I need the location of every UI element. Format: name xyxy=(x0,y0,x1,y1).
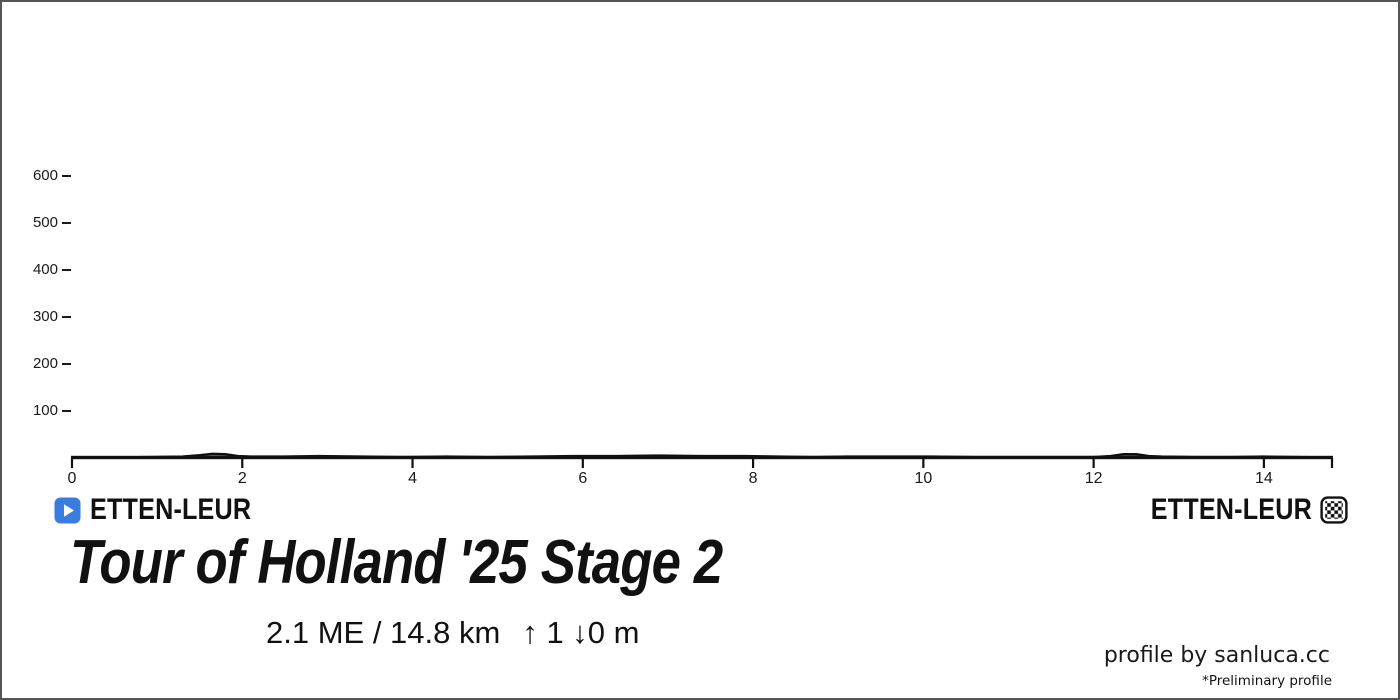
stage-title: Tour of Holland '25 Stage 2 xyxy=(70,528,723,597)
y-axis-tick-label: 400 xyxy=(32,261,58,278)
climb-stat: ↑ 1 ↓0 m xyxy=(522,615,640,650)
y-axis-tick-mark xyxy=(62,268,71,272)
play-icon xyxy=(54,497,81,523)
profile-area xyxy=(72,453,1332,458)
y-axis-tick-label: 600 xyxy=(32,167,58,184)
x-axis-tick-mark xyxy=(1092,458,1095,468)
profile-line xyxy=(72,452,1333,459)
y-axis-tick-label: 500 xyxy=(32,214,58,231)
x-axis-tick-label: 12 xyxy=(1084,470,1103,487)
x-axis-tick-mark xyxy=(922,458,925,468)
x-axis-tick-label: 2 xyxy=(237,470,247,487)
start-location: ETTEN-LEUR xyxy=(54,493,282,526)
checkered-flag-icon xyxy=(1320,496,1348,524)
y-axis-tick-label: 200 xyxy=(32,355,58,372)
y-axis-tick-mark xyxy=(62,174,71,178)
stage-stats: 2.1 ME / 14.8 km ↑ 1 ↓0 m xyxy=(266,614,639,652)
y-axis-tick-mark xyxy=(62,315,71,319)
x-axis-tick-mark xyxy=(241,458,244,468)
x-axis-tick-label: 14 xyxy=(1254,470,1273,487)
x-axis-tick-label: 6 xyxy=(578,470,588,487)
y-axis-tick-mark xyxy=(62,362,71,366)
y-axis-tick-mark xyxy=(62,221,71,225)
y-axis-tick-label: 300 xyxy=(32,308,58,325)
x-axis-tick-mark xyxy=(411,458,414,468)
preliminary-note: *Preliminary profile xyxy=(1202,673,1332,689)
x-axis-tick-label: 10 xyxy=(914,470,933,487)
x-axis-tick-label: 8 xyxy=(748,470,758,487)
x-axis-tick-label: 0 xyxy=(67,470,77,487)
x-axis-line xyxy=(71,455,1333,460)
finish-label: ETTEN-LEUR xyxy=(1150,493,1312,526)
x-axis-tick-label: 4 xyxy=(408,470,417,487)
x-axis-tick-mark xyxy=(751,458,755,468)
y-axis-tick-mark xyxy=(62,409,71,413)
credit-link[interactable]: profile by sanluca.cc xyxy=(1103,643,1330,668)
x-axis-tick-mark xyxy=(70,458,74,468)
x-axis-tick-mark xyxy=(1262,458,1265,468)
x-axis-tick-mark xyxy=(581,458,584,468)
start-label: ETTEN-LEUR xyxy=(90,493,252,526)
finish-location: ETTEN-LEUR xyxy=(1120,493,1348,526)
y-axis-tick-label: 100 xyxy=(32,402,58,419)
distance-stat: 2.1 ME / 14.8 km xyxy=(266,615,501,650)
x-axis-tick-mark xyxy=(1330,458,1334,468)
